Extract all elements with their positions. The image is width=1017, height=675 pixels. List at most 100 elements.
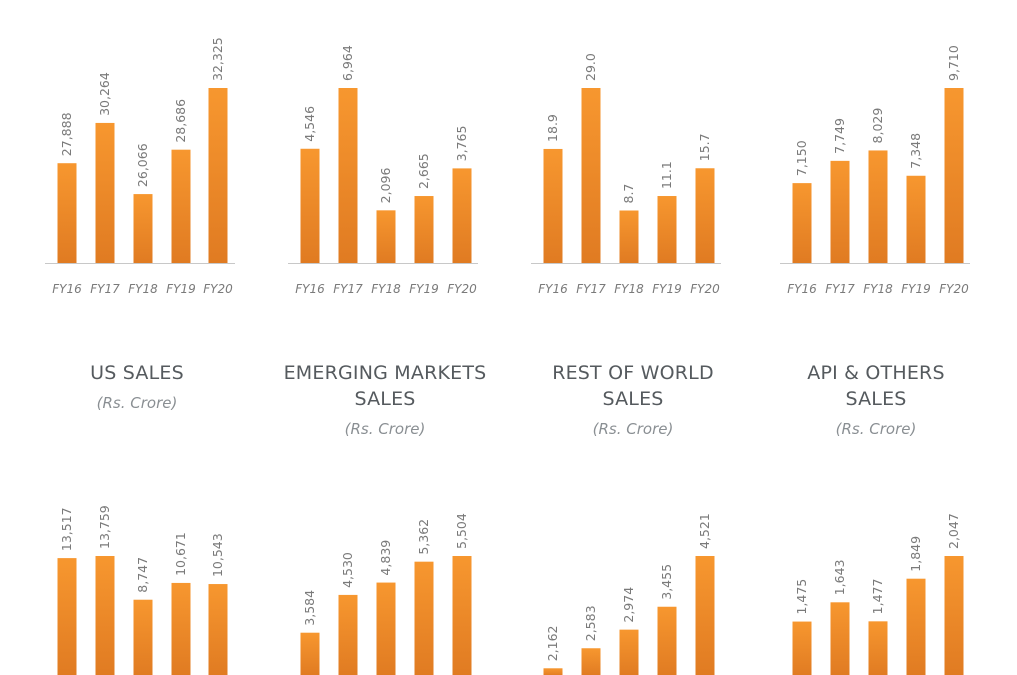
x-tick-label: FY20 bbox=[939, 282, 969, 296]
bar bbox=[171, 582, 191, 675]
bar bbox=[95, 122, 115, 263]
section-label-api-others: API & OTHERS SALES (Rs. Crore) bbox=[756, 360, 996, 438]
data-label: 3,584 bbox=[302, 590, 317, 626]
bar bbox=[376, 210, 396, 263]
x-tick-label: FY20 bbox=[690, 282, 720, 296]
section-title: US SALES bbox=[90, 362, 184, 384]
bar bbox=[133, 194, 153, 263]
bar bbox=[830, 602, 850, 675]
data-label: 10,671 bbox=[173, 532, 188, 576]
bar bbox=[543, 148, 563, 263]
section-label-rest-of-world: REST OF WORLD SALES (Rs. Crore) bbox=[513, 360, 753, 438]
bar bbox=[300, 148, 320, 263]
data-label: 18.9 bbox=[545, 114, 560, 142]
data-label: 11.1 bbox=[659, 161, 674, 189]
data-label: 7,348 bbox=[908, 133, 923, 169]
x-tick-label: FY17 bbox=[576, 282, 606, 296]
data-label: 2,583 bbox=[583, 605, 598, 641]
bar bbox=[906, 175, 926, 263]
x-tick-label: FY18 bbox=[371, 282, 401, 296]
bar bbox=[300, 632, 320, 675]
bar bbox=[414, 561, 434, 675]
section-unit: (Rs. Crore) bbox=[592, 420, 674, 438]
x-tick-label: FY18 bbox=[128, 282, 158, 296]
data-label: 13,517 bbox=[59, 507, 74, 551]
data-label: 4,546 bbox=[302, 106, 317, 142]
data-label: 7,150 bbox=[794, 140, 809, 176]
data-label: 32,325 bbox=[210, 37, 225, 81]
data-label: 6,964 bbox=[340, 45, 355, 81]
bar bbox=[581, 648, 601, 675]
bar bbox=[619, 629, 639, 675]
bar bbox=[95, 556, 115, 675]
section-unit: (Rs. Crore) bbox=[96, 394, 178, 412]
x-tick-label: FY20 bbox=[447, 282, 477, 296]
data-label: 7,749 bbox=[832, 118, 847, 154]
bar bbox=[581, 88, 601, 263]
data-label: 3,455 bbox=[659, 564, 674, 600]
x-tick-label: FY16 bbox=[52, 282, 82, 296]
bar bbox=[619, 210, 639, 263]
x-tick-label: FY19 bbox=[901, 282, 931, 296]
x-tick-label: FY18 bbox=[863, 282, 893, 296]
data-label: 2,665 bbox=[416, 153, 431, 189]
bar bbox=[208, 88, 228, 263]
data-label: 9,710 bbox=[946, 45, 961, 81]
data-label: 26,066 bbox=[135, 143, 150, 187]
data-label: 5,504 bbox=[454, 513, 469, 549]
data-label: 5,362 bbox=[416, 519, 431, 555]
x-tick-label: FY20 bbox=[203, 282, 233, 296]
data-label: 15.7 bbox=[697, 133, 712, 161]
bar bbox=[868, 621, 888, 675]
bar-chart: 1,475 1,643 1,477 1,849 2,047 bbox=[792, 513, 964, 675]
data-label: 13,759 bbox=[97, 505, 112, 549]
bar bbox=[944, 88, 964, 263]
x-tick-label: FY17 bbox=[90, 282, 120, 296]
x-tick-label: FY19 bbox=[409, 282, 439, 296]
bar bbox=[57, 163, 77, 263]
bar bbox=[171, 149, 191, 263]
data-label: 3,765 bbox=[454, 126, 469, 162]
bar bbox=[338, 594, 358, 675]
bar bbox=[657, 606, 677, 675]
section-unit: (Rs. Crore) bbox=[835, 420, 917, 438]
bar bbox=[906, 578, 926, 675]
bar bbox=[376, 582, 396, 675]
bar bbox=[57, 558, 77, 675]
data-label: 2,047 bbox=[946, 513, 961, 549]
data-label: 4,521 bbox=[697, 513, 712, 549]
bar bbox=[338, 88, 358, 263]
bar bbox=[543, 668, 563, 675]
bar bbox=[452, 556, 472, 675]
data-label: 8.7 bbox=[621, 184, 636, 204]
section-labels: US SALES (Rs. Crore) EMERGING MARKETS SA… bbox=[0, 360, 1017, 470]
bar-chart: 4,546 FY16 6,964 FY17 2,096 FY18 2,665 FY19 3,76… bbox=[288, 45, 478, 296]
x-tick-label: FY17 bbox=[333, 282, 363, 296]
bar bbox=[414, 196, 434, 263]
section-label-us: US SALES (Rs. Crore) bbox=[17, 360, 257, 412]
bar-chart: 27,888 FY16 30,264 FY17 26,066 FY18 28,686 FY19… bbox=[45, 37, 235, 296]
bar-chart: 13,517 13,759 8,747 10,671 10,543 bbox=[57, 505, 228, 675]
x-tick-label: FY16 bbox=[787, 282, 817, 296]
bar bbox=[452, 168, 472, 263]
section-title: API & OTHERS SALES bbox=[807, 362, 945, 410]
x-tick-label: FY16 bbox=[295, 282, 325, 296]
bar bbox=[133, 599, 153, 675]
data-label: 4,530 bbox=[340, 552, 355, 588]
data-label: 28,686 bbox=[173, 99, 188, 143]
data-label: 30,264 bbox=[97, 72, 112, 116]
data-label: 2,974 bbox=[621, 587, 636, 623]
bar bbox=[830, 160, 850, 263]
x-tick-label: FY19 bbox=[652, 282, 682, 296]
bar-chart: 18.9 FY16 29.0 FY17 8.7 FY18 11.1 FY19 15.7 FY20 bbox=[531, 53, 721, 296]
bar bbox=[695, 556, 715, 675]
data-label: 1,475 bbox=[794, 579, 809, 615]
data-label: 27,888 bbox=[59, 112, 74, 156]
data-label: 8,747 bbox=[135, 557, 150, 593]
bar bbox=[208, 584, 228, 675]
data-label: 1,643 bbox=[832, 560, 847, 596]
data-label: 8,029 bbox=[870, 108, 885, 144]
bar-chart: 2,162 2,583 2,974 3,455 4,521 bbox=[543, 513, 715, 675]
bar bbox=[792, 621, 812, 675]
